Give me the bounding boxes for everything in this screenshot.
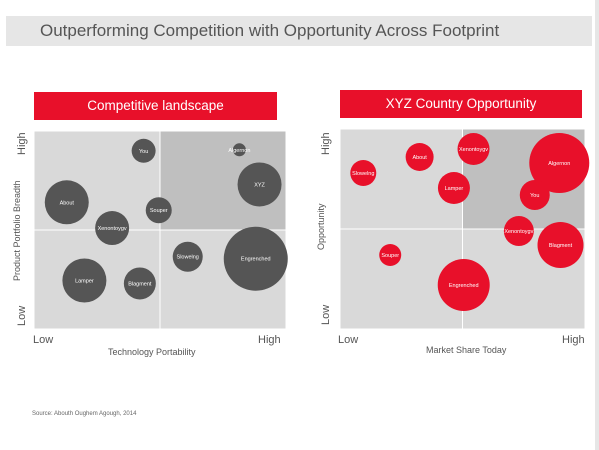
left-y-high-label: High: [16, 132, 28, 155]
left-x-high-label: High: [258, 334, 281, 346]
chart0-bubble-label-7: Engrenched: [241, 257, 271, 263]
chart0-bubble-label-8: Lamper: [75, 278, 94, 284]
chart1-bubble-2: [405, 143, 434, 171]
title-bar: Outperforming Competition with Opportuni…: [6, 16, 592, 46]
chart1-bubble-5: [519, 180, 550, 210]
chart1-bubble-9: [437, 259, 490, 311]
chart-title-country-opportunity: XYZ Country Opportunity: [340, 90, 582, 118]
chart0-bubble-9: [123, 267, 156, 300]
chart0-bubble-7: [223, 226, 288, 291]
right-x-high-label: High: [562, 334, 585, 346]
chart0-bubble-8: [62, 258, 107, 303]
chart1-bubble-3: [350, 160, 377, 186]
chart0-bubble-6: [172, 241, 203, 272]
right-y-high-label: High: [320, 132, 332, 155]
chart1-bubble-label-9: Engrenched: [449, 283, 479, 289]
chart1-bubble-label-0: Xenontoygv: [459, 147, 488, 153]
chart1-bubble-0: [457, 133, 490, 165]
right-y-axis-title: Opportunity: [316, 203, 326, 250]
chart0-bubble-label-5: Xenontoygv: [98, 226, 127, 232]
chart0-bubble-label-1: Algernon: [228, 148, 250, 154]
left-y-low-label: Low: [16, 305, 28, 326]
right-x-low-label: Low: [338, 334, 359, 346]
chart1-bubble-label-2: About: [412, 155, 427, 161]
chart0-bubble-1: [232, 143, 246, 157]
chart0-bubble-label-6: Slowelng: [177, 255, 199, 261]
left-y-axis-title: Product Portfolio Breadth: [12, 180, 22, 281]
chart1-bubble-label-3: Slowelng: [352, 171, 374, 177]
chart0-bubble-label-3: About: [60, 200, 75, 206]
chart1-bubble-8: [379, 244, 402, 266]
chart0-bubble-5: [95, 211, 130, 246]
slide-edge: [595, 0, 599, 450]
chart0-bubble-label-0: You: [139, 149, 148, 155]
chart0-bubble-4: [145, 197, 172, 224]
chart1-bubble-label-1: Algernon: [548, 161, 570, 167]
chart1-bubble-label-5: You: [530, 193, 539, 199]
chart-title-competitive-landscape: Competitive landscape: [34, 92, 277, 120]
chart1-bubble-6: [503, 216, 534, 246]
left-x-axis-title: Technology Portability: [108, 347, 196, 357]
chart0-bubble-2: [237, 162, 282, 207]
chart1-bubble-4: [437, 172, 470, 204]
right-x-axis-title: Market Share Today: [426, 345, 507, 355]
page-title: Outperforming Competition with Opportuni…: [40, 21, 500, 40]
chart1-bubble-7: [537, 222, 584, 268]
chart0-bubble-3: [44, 180, 89, 225]
chart0-bubble-label-4: Souper: [150, 208, 168, 214]
chart1-bubble-1: [529, 133, 590, 193]
chart1-bubble-label-4: Lamper: [445, 186, 464, 192]
chart0-bubble-0: [131, 138, 156, 163]
left-x-low-label: Low: [33, 334, 54, 346]
chart0-bubble-label-2: XYZ: [254, 182, 265, 188]
chart1-bubble-label-7: Blagment: [549, 243, 573, 249]
chart1-bubble-label-8: Souper: [381, 253, 399, 259]
right-y-low-label: Low: [320, 304, 332, 325]
source-note: Source: Abouth Oughem Agough, 2014: [32, 411, 137, 417]
chart0-bubble-label-9: Blagment: [128, 281, 152, 287]
chart1-bubble-label-6: Xenontoygv: [504, 229, 533, 235]
